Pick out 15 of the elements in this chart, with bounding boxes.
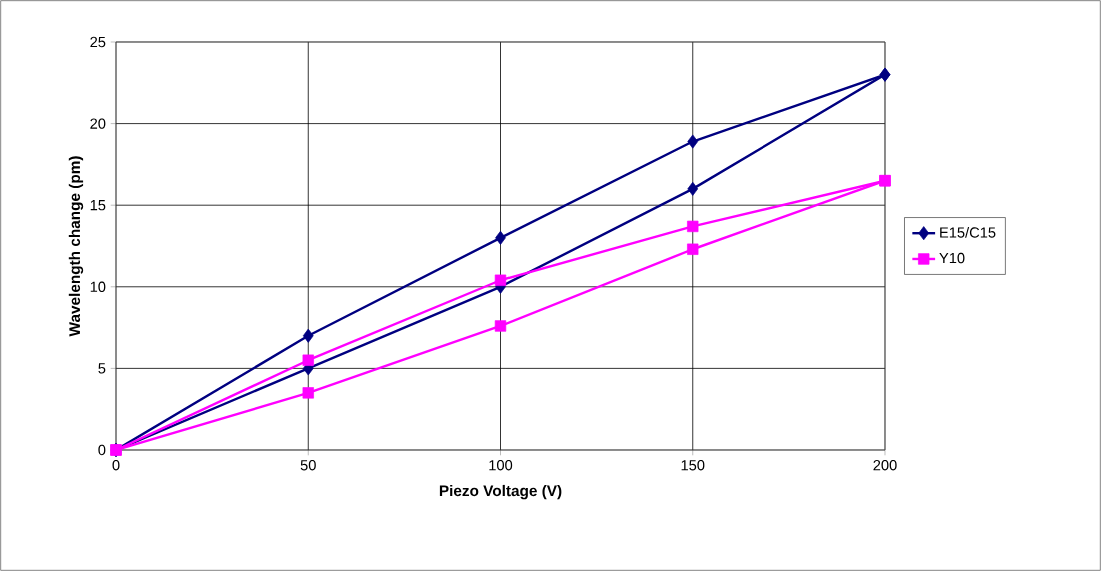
y-tick-label: 25 xyxy=(90,36,106,48)
legend-label: E15/C15 xyxy=(940,226,996,238)
x-tick-label: 100 xyxy=(489,460,513,471)
y-tick-label: 15 xyxy=(90,200,106,211)
x-tick-label: 150 xyxy=(681,460,705,471)
y-axis-title: Wavelength change (pm) xyxy=(68,156,84,337)
y-tick-label: 5 xyxy=(98,363,106,374)
x-tick-label: 200 xyxy=(873,460,897,471)
y-tick-label: 20 xyxy=(90,118,106,129)
x-tick-label: 0 xyxy=(112,460,120,471)
x-axis-title: Piezo Voltage (V) xyxy=(439,484,562,500)
y-tick-label: 10 xyxy=(90,281,106,292)
x-tick-label: 50 xyxy=(300,460,316,471)
legend-label: Y10 xyxy=(939,252,965,264)
y-tick-label: 0 xyxy=(98,444,106,456)
